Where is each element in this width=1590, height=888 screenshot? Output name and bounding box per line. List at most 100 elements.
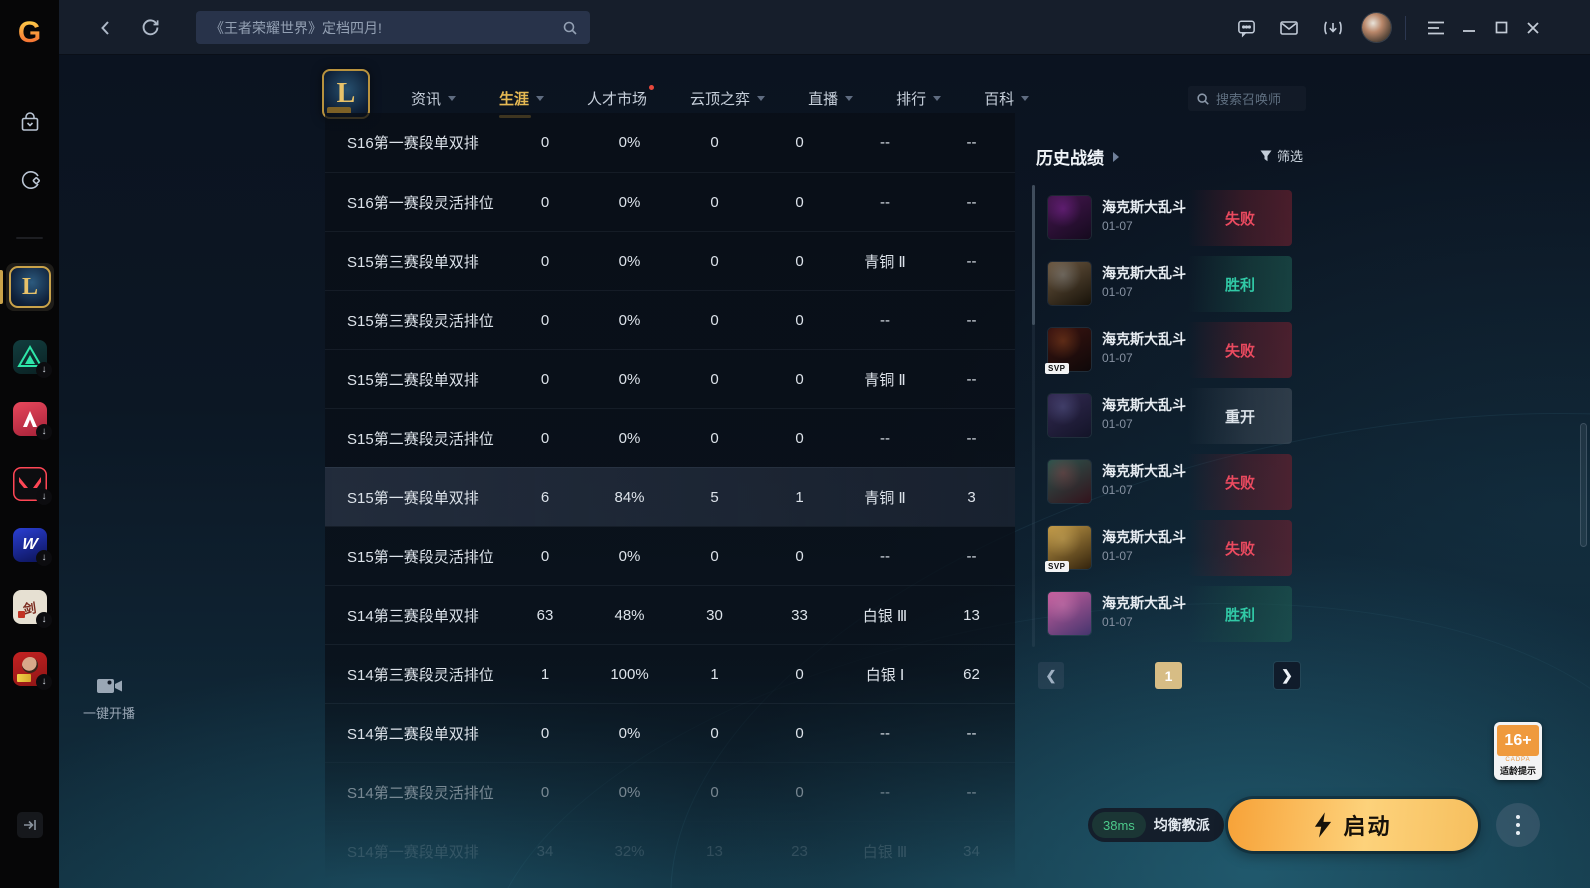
- table-row[interactable]: S15第二赛段灵活排位 0 0% 0 0 -- --: [325, 408, 1015, 467]
- title-art: [17, 674, 31, 682]
- minimize-button[interactable]: [1454, 0, 1484, 55]
- match-list-item[interactable]: 失败 海克斯大乱斗 01-07: [1036, 449, 1300, 515]
- stat-cell: 0: [710, 134, 719, 151]
- season-name: S15第二赛段单双排: [347, 371, 479, 389]
- stat-cell: 0%: [618, 724, 641, 742]
- camera-icon: [97, 679, 122, 693]
- stat-cell: --: [880, 134, 890, 151]
- filter-button[interactable]: 筛选: [1260, 146, 1303, 165]
- user-avatar[interactable]: [1357, 0, 1395, 55]
- table-row[interactable]: S16第一赛段单双排 0 0% 0 0 -- --: [325, 113, 1015, 172]
- champion-avatar: SVP: [1045, 328, 1091, 374]
- tab-label: 百科: [984, 90, 1015, 108]
- match-mode: 海克斯大乱斗: [1102, 529, 1186, 545]
- stat-cell: 1: [540, 665, 550, 683]
- matchmaking-status[interactable]: 38ms 均衡教派: [1088, 808, 1224, 842]
- scrollbar-thumb[interactable]: [1032, 185, 1035, 325]
- download-badge-icon: ↓: [36, 674, 52, 690]
- download-badge-icon: ↓: [36, 362, 52, 378]
- prev-page-button[interactable]: ❮: [1038, 662, 1064, 689]
- scrolled-tag-remnant: [327, 107, 351, 113]
- lightning-icon: [1315, 812, 1332, 838]
- wegame-logo[interactable]: G: [0, 16, 59, 50]
- tab-资讯[interactable]: 资讯: [411, 88, 457, 109]
- menu-button[interactable]: [1421, 0, 1451, 55]
- table-row[interactable]: S14第二赛段灵活排位 0 0% 0 0 -- --: [325, 762, 1015, 821]
- tab-云顶之弈[interactable]: 云顶之弈: [690, 88, 766, 109]
- game-icon-valorant[interactable]: ↓: [13, 467, 52, 505]
- next-page-button[interactable]: ❯: [1274, 662, 1300, 689]
- refresh-button[interactable]: [135, 0, 165, 55]
- stat-cell: --: [966, 429, 977, 447]
- game-icon-blue[interactable]: W ↓: [13, 528, 52, 566]
- topbar-divider: [1405, 16, 1406, 40]
- app-rail: G L ↓ ↓ ↓ W: [0, 0, 59, 888]
- launch-game-button[interactable]: 启动: [1228, 799, 1478, 851]
- match-date: 01-07: [1102, 285, 1133, 299]
- maximize-button[interactable]: [1486, 0, 1516, 55]
- match-list-item[interactable]: 失败 SVP 海克斯大乱斗 01-07: [1036, 317, 1300, 383]
- tab-直播[interactable]: 直播: [808, 88, 854, 109]
- tab-排行[interactable]: 排行: [896, 88, 942, 109]
- browser-search-bar[interactable]: 《王者荣耀世界》定档四月!: [196, 11, 590, 44]
- close-button[interactable]: [1518, 0, 1548, 55]
- stat-cell: --: [880, 429, 890, 447]
- season-name: S16第一赛段灵活排位: [347, 194, 494, 212]
- stat-cell: 0: [795, 429, 804, 447]
- match-result-badge: 失败: [1188, 322, 1292, 378]
- table-row[interactable]: S15第一赛段单双排 6 84% 5 1 青铜 Ⅱ 3: [325, 467, 1015, 526]
- stat-cell: 34: [963, 842, 980, 860]
- table-row[interactable]: S15第一赛段灵活排位 0 0% 0 0 -- --: [325, 526, 1015, 585]
- back-button[interactable]: [91, 0, 121, 55]
- match-list-item[interactable]: 重开 海克斯大乱斗 01-07: [1036, 383, 1300, 449]
- stat-cell: 1: [710, 665, 719, 683]
- download-badge-icon: ↓: [36, 550, 52, 566]
- chevron-right-icon[interactable]: [1113, 151, 1119, 162]
- table-row[interactable]: S15第三赛段单双排 0 0% 0 0 青铜 Ⅱ --: [325, 231, 1015, 290]
- stat-cell: 白银 Ⅲ: [862, 607, 908, 625]
- age-rating-org: CADPA: [1505, 757, 1531, 763]
- tab-人才市场[interactable]: 人才市场: [587, 84, 655, 109]
- current-page[interactable]: 1: [1155, 662, 1182, 689]
- funnel-icon: [1260, 150, 1272, 161]
- store-icon[interactable]: [13, 105, 47, 139]
- stat-cell: 63: [536, 606, 554, 624]
- tab-百科[interactable]: 百科: [984, 88, 1030, 109]
- match-result-badge: 胜利: [1188, 256, 1292, 312]
- table-row[interactable]: S16第一赛段灵活排位 0 0% 0 0 -- --: [325, 172, 1015, 231]
- game-icon-delta[interactable]: ↓: [13, 340, 52, 378]
- panel-scrollbar[interactable]: [1032, 185, 1035, 647]
- game-library-icon[interactable]: [13, 163, 47, 197]
- window-scrollbar-thumb[interactable]: [1581, 424, 1586, 546]
- stat-cell: 0: [795, 193, 804, 211]
- table-row[interactable]: S15第三赛段灵活排位 0 0% 0 0 -- --: [325, 290, 1015, 349]
- game-icon-red[interactable]: ↓: [13, 652, 52, 690]
- tab-label: 直播: [808, 90, 839, 108]
- table-row[interactable]: S14第三赛段单双排 63 48% 30 33 白银 Ⅲ 13: [325, 585, 1015, 644]
- match-date: 01-07: [1102, 549, 1133, 563]
- one-click-broadcast-button[interactable]: 一键开播: [83, 677, 193, 722]
- chevron-down-icon: [448, 95, 457, 101]
- more-options-button[interactable]: [1496, 803, 1540, 847]
- rail-expand-icon[interactable]: [17, 812, 43, 838]
- game-icon-apex[interactable]: ↓: [13, 402, 52, 440]
- match-date: 01-07: [1102, 483, 1133, 497]
- match-list-item[interactable]: 失败 SVP 海克斯大乱斗 01-07: [1036, 515, 1300, 581]
- table-row[interactable]: S14第二赛段单双排 0 0% 0 0 -- --: [325, 703, 1015, 762]
- table-row[interactable]: S14第三赛段灵活排位 1 100% 1 0 白银 Ⅰ 62: [325, 644, 1015, 703]
- table-row[interactable]: S14第一赛段单双排 34 32% 13 23 白银 Ⅲ 34: [325, 821, 1015, 880]
- lol-game-icon[interactable]: L: [9, 266, 51, 308]
- seal-mark: [18, 611, 25, 618]
- match-list-item[interactable]: 胜利 海克斯大乱斗 01-07: [1036, 251, 1300, 317]
- tab-生涯[interactable]: 生涯: [499, 88, 545, 118]
- table-row[interactable]: S15第二赛段单双排 0 0% 0 0 青铜 Ⅱ --: [325, 349, 1015, 408]
- summoner-search-input[interactable]: 搜索召唤师: [1188, 86, 1306, 111]
- messages-icon[interactable]: [1231, 0, 1261, 55]
- stat-cell: 0: [710, 193, 719, 211]
- match-list-item[interactable]: 胜利 海克斯大乱斗 01-07: [1036, 581, 1300, 647]
- mail-icon[interactable]: [1274, 0, 1304, 55]
- downloads-icon[interactable]: [1318, 0, 1348, 55]
- game-icon-calligraphy[interactable]: 剑 ↓: [13, 590, 52, 628]
- search-icon[interactable]: [562, 20, 578, 36]
- match-list-item[interactable]: 失败 海克斯大乱斗 01-07: [1036, 185, 1300, 251]
